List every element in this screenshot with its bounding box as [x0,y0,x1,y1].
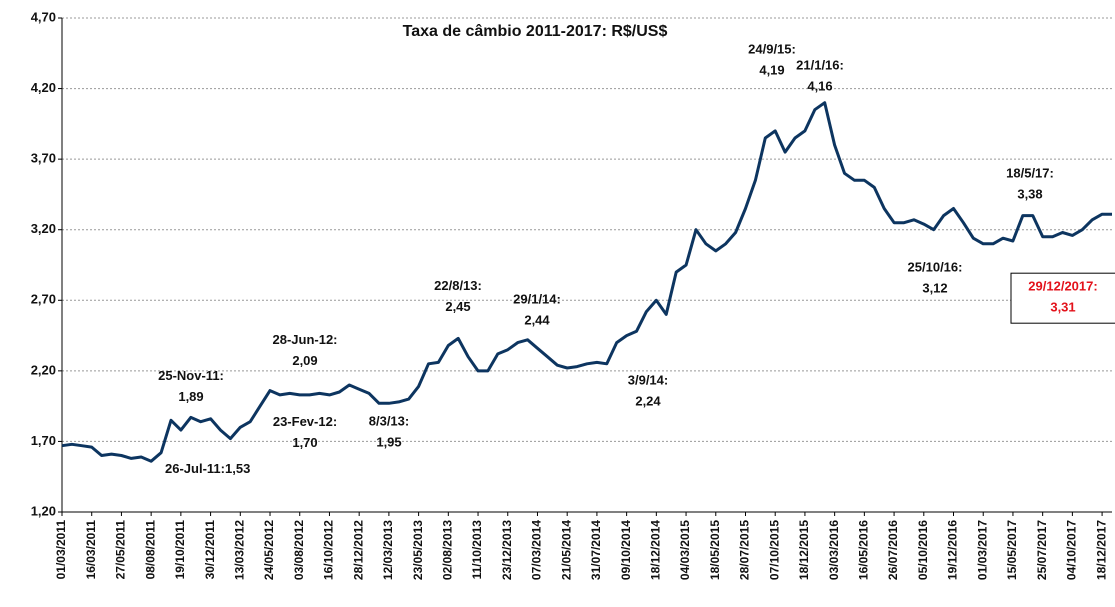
annotation-text: 29/1/14: [513,291,561,306]
x-tick-label: 01/03/2011 [54,520,68,580]
y-tick-label: 2,70 [31,292,56,307]
y-tick-label: 1,70 [31,433,56,448]
annotation-value: 3,38 [1017,187,1042,202]
annotation-value: 1,95 [376,435,401,450]
x-tick-label: 25/07/2017 [1035,520,1049,580]
x-tick-label: 08/08/2011 [143,520,157,580]
x-tick-label: 09/10/2014 [619,520,633,580]
x-tick-label: 18/12/2015 [797,520,811,580]
annotation-text: 29/12/2017: [1028,279,1097,294]
x-tick-label: 01/03/2017 [975,520,989,580]
annotation-text: 22/8/13: [434,278,482,293]
x-tick-label: 28/12/2012 [351,520,365,580]
x-tick-label: 11/10/2013 [470,520,484,580]
x-tick-label: 04/10/2017 [1065,520,1079,580]
annotation-value: 2,09 [292,353,317,368]
annotation-value: 1,70 [292,435,317,450]
annotation-value: 2,44 [524,312,550,327]
x-tick-label: 13/03/2012 [232,520,246,580]
x-tick-label: 23/05/2013 [411,520,425,580]
x-tick-label: 18/12/2017 [1094,520,1108,580]
annotation-value: 1,89 [178,389,203,404]
y-tick-label: 2,20 [31,362,56,377]
x-tick-label: 03/08/2012 [292,520,306,580]
x-tick-label: 21/05/2014 [559,520,573,580]
y-tick-label: 3,20 [31,221,56,236]
y-tick-label: 1,20 [31,503,56,518]
x-tick-label: 27/05/2011 [114,520,128,580]
annotation-text: 3/9/14: [628,373,668,388]
annotation-text: 24/9/15: [748,41,796,56]
annotation-text: 8/3/13: [369,414,409,429]
x-tick-label: 07/10/2015 [767,520,781,580]
x-tick-label: 16/05/2016 [857,520,871,580]
chart-title: Taxa de câmbio 2011-2017: R$/US$ [403,23,668,40]
x-tick-label: 05/10/2016 [916,520,930,580]
annotation-value: 2,45 [445,299,470,314]
annotation-value: 3,31 [1050,300,1075,315]
x-tick-label: 19/10/2011 [173,520,187,580]
x-tick-label: 07/03/2014 [530,520,544,580]
annotation-value: 4,16 [807,79,832,94]
x-tick-label: 18/05/2015 [708,520,722,580]
annotation-value: 2,24 [635,394,661,409]
annotation-value: 3,12 [922,280,947,295]
annotation-box [1010,272,1115,324]
x-tick-label: 31/07/2014 [589,520,603,580]
y-tick-label: 4,70 [31,9,56,24]
annotation-text: 25-Nov-11: [158,368,224,383]
x-tick-label: 03/03/2016 [827,520,841,580]
line [61,101,1112,463]
y-tick-label: 4,20 [31,80,56,95]
x-tick-label: 26/07/2016 [886,520,900,580]
annotation-text: 28-Jun-12: [272,332,337,347]
x-tick-label: 04/03/2015 [678,520,692,580]
x-tick-label: 16/03/2011 [84,520,98,580]
x-tick-label: 23/12/2013 [500,520,514,580]
annotation-text: 26-Jul-11: [165,461,225,476]
annotation-text: 23-Fev-12: [273,414,337,429]
annotation-text: 18/5/17: [1006,166,1054,181]
annotation-text: 21/1/16: [796,58,844,73]
x-tick-label: 12/03/2013 [381,520,395,580]
annotation-value: 1,53 [225,461,250,476]
x-tick-label: 18/12/2014 [649,520,663,580]
annotation-value: 4,19 [759,62,784,77]
annotation-text: 25/10/16: [908,259,963,274]
x-tick-label: 19/12/2016 [946,520,960,580]
x-tick-label: 16/10/2012 [322,520,336,580]
x-tick-label: 24/05/2012 [262,520,276,580]
y-tick-label: 3,70 [31,151,56,166]
x-tick-label: 28/07/2015 [738,520,752,580]
x-tick-label: 30/12/2011 [203,520,217,580]
x-tick-label: 02/08/2013 [440,520,454,580]
x-tick-label: 15/05/2017 [1005,520,1019,580]
